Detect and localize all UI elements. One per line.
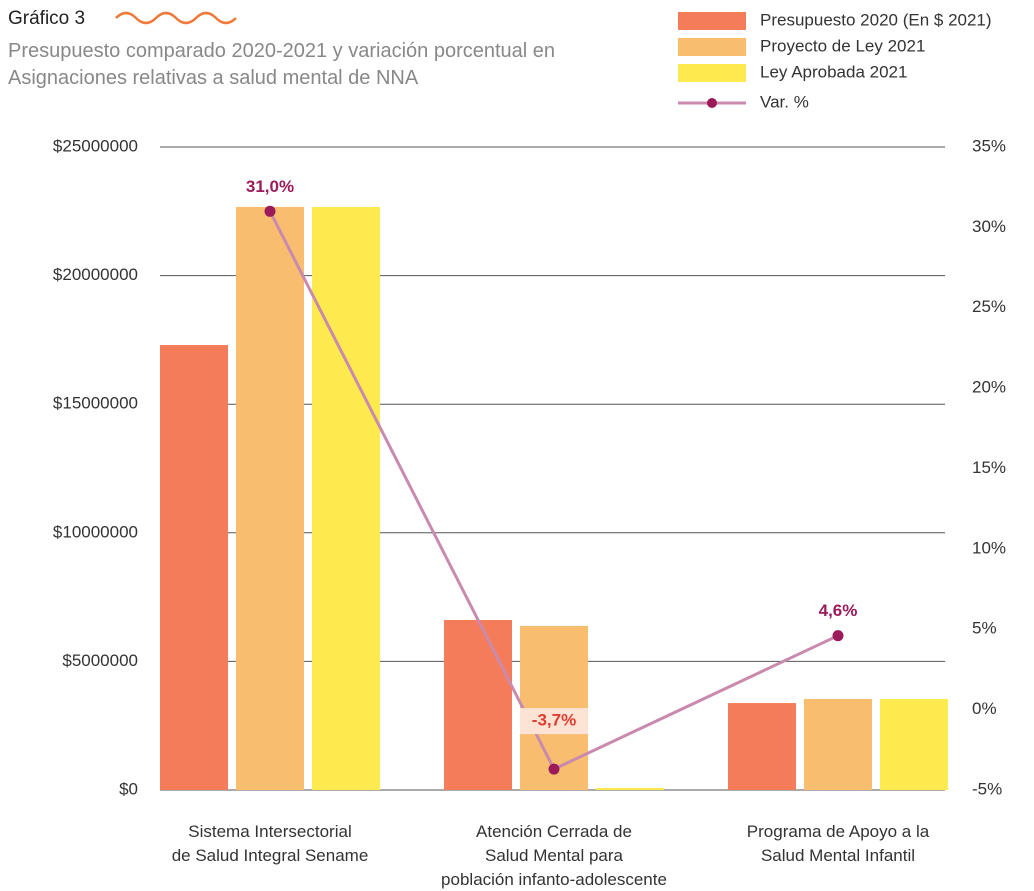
y2-tick-label: 30% <box>972 217 1006 236</box>
chart-title: Gráfico 3 <box>8 8 86 29</box>
y-tick-label: $25000000 <box>53 136 138 155</box>
bar <box>880 698 948 790</box>
y2-tick-label: 5% <box>972 619 997 638</box>
y2-tick-label: 10% <box>972 538 1006 557</box>
legend-swatch <box>678 64 746 82</box>
legend-label: Proyecto de Ley 2021 <box>760 36 925 55</box>
legend-label: Ley Aprobada 2021 <box>760 62 907 81</box>
y2-tick-label: 15% <box>972 458 1006 477</box>
bar <box>596 787 664 790</box>
x-tick-label: Atención Cerrada de Salud Mental para po… <box>441 822 667 889</box>
y2-tick-label: -5% <box>972 779 1002 798</box>
y-tick-label: $10000000 <box>53 522 138 541</box>
bar <box>728 703 796 790</box>
bar <box>236 206 304 790</box>
legend-swatch <box>678 38 746 56</box>
bar <box>520 625 588 790</box>
chart-subtitle: Presupuesto comparado 2020-2021 y variac… <box>8 40 556 89</box>
line-marker <box>548 763 560 775</box>
y2-tick-label: 0% <box>972 699 997 718</box>
legend-label: Presupuesto 2020 (En $ 2021) <box>760 10 992 29</box>
data-label: -3,7% <box>532 711 576 730</box>
y-tick-label: $0 <box>119 779 138 798</box>
data-label: 31,0% <box>246 177 294 196</box>
data-label: 4,6% <box>819 601 858 620</box>
line-marker <box>264 205 276 217</box>
y2-tick-label: 35% <box>972 136 1006 155</box>
title-decoration <box>115 11 237 25</box>
x-tick-label: Programa de Apoyo a la Salud Mental Infa… <box>746 822 930 865</box>
y2-tick-label: 25% <box>972 297 1006 316</box>
line-marker <box>832 630 844 642</box>
y-tick-label: $5000000 <box>62 651 138 670</box>
y-tick-label: $20000000 <box>53 265 138 284</box>
legend-swatch <box>678 12 746 30</box>
y-tick-label: $15000000 <box>53 394 138 413</box>
y2-tick-label: 20% <box>972 378 1006 397</box>
bar <box>444 619 512 790</box>
label-background <box>520 708 588 735</box>
bar <box>804 698 872 790</box>
legend-marker <box>707 98 717 108</box>
x-tick-label: Sistema Intersectorial de Salud Integral… <box>171 822 369 865</box>
legend-label: Var. % <box>760 92 809 111</box>
bar <box>312 206 380 790</box>
bar <box>160 345 228 790</box>
